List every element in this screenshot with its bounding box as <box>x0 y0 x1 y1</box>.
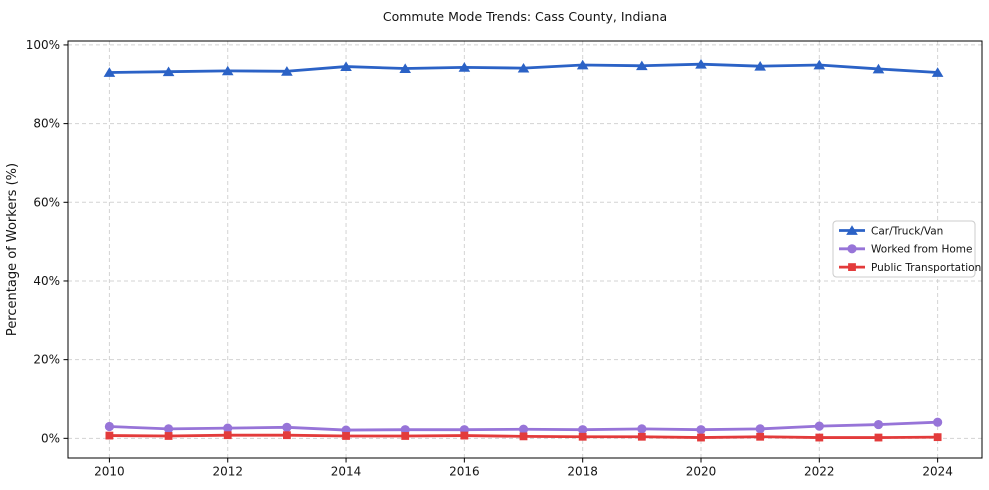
data-point-marker <box>873 419 884 430</box>
y-tick-label: 60% <box>33 195 60 209</box>
data-point-marker <box>756 432 765 441</box>
data-point-marker <box>815 433 824 442</box>
x-tick-label: 2010 <box>94 465 125 479</box>
data-point-marker <box>519 432 528 441</box>
data-point-marker <box>399 63 412 73</box>
data-point-marker <box>933 433 942 442</box>
y-tick-label: 0% <box>41 431 60 445</box>
data-point-marker <box>576 59 589 70</box>
data-point-marker <box>281 66 293 76</box>
data-point-marker <box>872 63 885 74</box>
legend-marker <box>847 244 857 254</box>
y-tick-label: 40% <box>33 274 60 288</box>
data-point-marker <box>813 59 826 70</box>
data-point-marker <box>517 62 530 73</box>
data-point-marker <box>103 67 116 77</box>
data-point-marker <box>578 425 588 435</box>
data-point-marker <box>163 424 174 434</box>
data-point-marker <box>282 422 292 432</box>
legend: Car/Truck/Van Worked from Home Public Tran… <box>832 220 981 278</box>
x-tick-label: 2022 <box>804 465 835 479</box>
data-point-marker <box>697 433 705 442</box>
data-point-marker <box>754 60 766 71</box>
y-tick-label: 20% <box>33 353 60 367</box>
data-point-marker <box>223 423 233 433</box>
data-point-marker <box>696 425 706 435</box>
x-tick-label: 2014 <box>331 465 362 479</box>
data-point-marker <box>282 431 291 440</box>
y-tick-label: 80% <box>33 117 60 131</box>
chart-title: Commute Mode Trends: Cass County, Indian… <box>383 9 667 24</box>
data-point-marker <box>342 432 350 440</box>
data-point-marker <box>104 421 115 432</box>
data-point-marker <box>636 60 648 71</box>
legend-label: Public Transportation <box>871 262 981 274</box>
x-tick-label: 2020 <box>686 465 717 479</box>
data-point-marker <box>460 431 469 440</box>
y-tick-label: 100% <box>26 38 60 52</box>
data-point-marker <box>695 59 707 69</box>
data-point-marker <box>874 433 883 442</box>
data-point-marker <box>814 421 824 431</box>
data-point-marker <box>755 424 765 434</box>
data-point-marker <box>340 61 352 71</box>
data-point-marker <box>221 65 234 76</box>
y-axis-label: Percentage of Workers (%) <box>5 163 20 336</box>
plot-area: 2010 2012 2014 2016 2018 2020 2022 2024 0% 20% 40%… <box>26 38 983 479</box>
data-point-marker <box>400 425 410 435</box>
legend-box <box>832 220 976 278</box>
legend-marker <box>848 263 856 271</box>
x-tick-label: 2016 <box>449 465 480 479</box>
data-point-marker <box>105 431 114 440</box>
data-point-marker <box>458 62 471 72</box>
legend-label: Car/Truck/Van <box>871 225 943 237</box>
data-point-marker <box>401 432 410 440</box>
plot-border <box>67 40 983 459</box>
data-point-marker <box>637 432 646 441</box>
data-point-marker <box>931 67 944 77</box>
data-point-marker <box>162 66 175 77</box>
data-point-marker <box>578 432 587 441</box>
data-point-marker <box>933 417 943 427</box>
x-tick-label: 2012 <box>212 465 243 479</box>
data-point-marker <box>223 431 232 440</box>
legend-marker <box>846 225 858 235</box>
x-tick-label: 2018 <box>567 465 598 479</box>
data-point-marker <box>518 424 529 434</box>
x-tick-label: 2024 <box>922 465 953 479</box>
data-point-marker <box>637 424 647 434</box>
legend-label: Worked from Home <box>871 244 972 256</box>
data-point-marker <box>164 432 173 440</box>
